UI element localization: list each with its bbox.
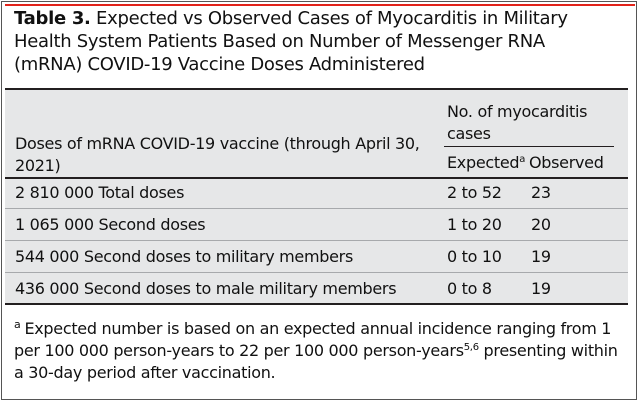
row-1-observed: 23 <box>531 183 551 202</box>
row-1-doses: 2 810 000 Total doses <box>15 183 185 202</box>
footnote-text-2: presenting within a 30-day period after … <box>14 341 618 382</box>
table-title-label: Table 3. <box>14 8 91 29</box>
row-divider <box>5 272 628 273</box>
row-4-observed: 19 <box>531 279 551 298</box>
row-4-expected: 0 to 8 <box>447 279 492 298</box>
header-bottom-rule <box>5 177 628 179</box>
row-divider <box>5 240 628 241</box>
footnote-mark: a <box>14 318 21 331</box>
header-group-rule <box>444 146 614 147</box>
footnote-text-1: Expected number is based on an expected … <box>14 319 612 360</box>
header-group-cases: No. of myocarditis cases <box>447 102 588 143</box>
row-2-observed: 20 <box>531 215 551 234</box>
header-expected-label: Expected <box>447 153 520 172</box>
table-body <box>5 89 628 304</box>
footnote-references: 5,6 <box>463 342 479 353</box>
header-doses: Doses of mRNA COVID-19 vaccine (through … <box>15 134 420 175</box>
row-divider <box>5 208 628 209</box>
table-title: Table 3. Expected vs Observed Cases of M… <box>14 7 614 76</box>
header-expected: Expecteda <box>447 153 525 173</box>
row-2-doses: 1 065 000 Second doses <box>15 215 206 234</box>
table-title-text: Expected vs Observed Cases of Myocarditi… <box>14 8 568 75</box>
header-expected-footnote-mark: a <box>519 154 526 165</box>
row-2-expected: 1 to 20 <box>447 215 502 234</box>
title-accent-rule <box>5 4 635 6</box>
row-3-observed: 19 <box>531 247 551 266</box>
table-top-rule <box>5 88 628 90</box>
table-footnote: a Expected number is based on an expected… <box>14 318 626 384</box>
table-bottom-rule <box>5 303 628 305</box>
row-4-doses: 436 000 Second doses to male military me… <box>15 279 397 298</box>
header-observed: Observed <box>529 153 604 172</box>
row-1-expected: 2 to 52 <box>447 183 502 202</box>
row-3-expected: 0 to 10 <box>447 247 502 266</box>
row-3-doses: 544 000 Second doses to military members <box>15 247 353 266</box>
